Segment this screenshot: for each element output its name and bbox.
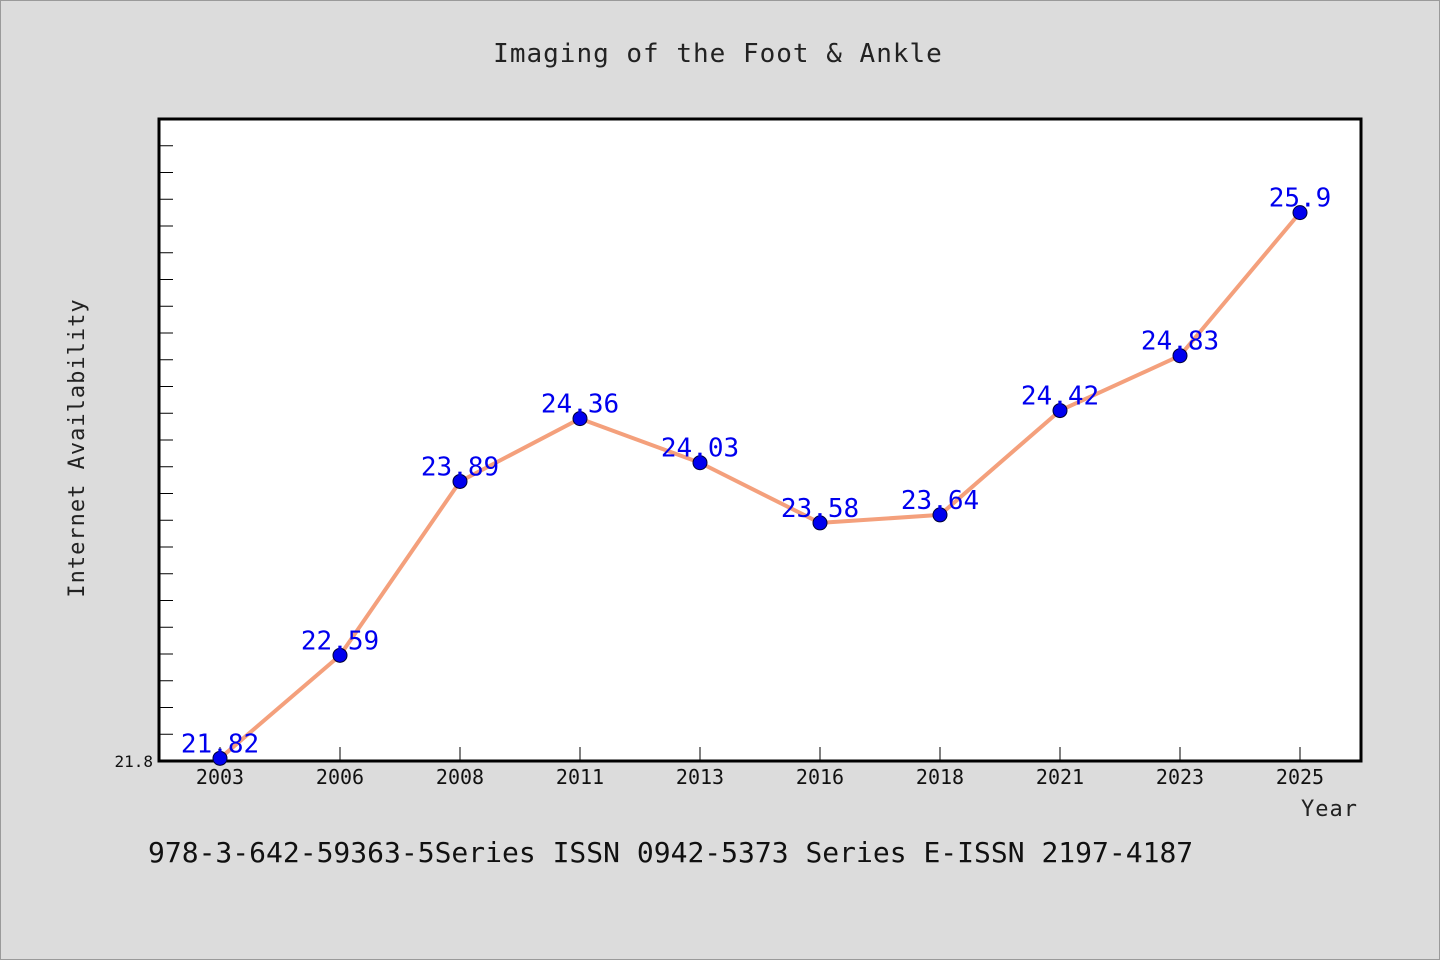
data-point	[452, 473, 468, 489]
plot-area	[157, 117, 1363, 763]
x-axis-ticks: 2003 2006 2008 2011 2013 2016 2018 2021 2023 2025	[196, 747, 1324, 789]
data-point	[692, 455, 708, 471]
y-axis-ticks: 21.8	[114, 118, 173, 771]
data-label: 25.9	[1269, 184, 1332, 214]
data-label: 23.58	[781, 494, 859, 524]
chart-title: Imaging of the Foot & Ankle	[493, 39, 943, 69]
x-axis-label: Year	[1301, 797, 1358, 822]
y-axis-label: Internet Availability	[65, 298, 90, 597]
data-point	[212, 750, 228, 766]
data-label: 23.89	[421, 452, 499, 482]
y-tick-label: 21.8	[114, 752, 153, 771]
data-label: 21.82	[181, 729, 259, 759]
x-tick-label: 2006	[316, 765, 364, 789]
data-point	[812, 515, 828, 531]
footer-isbn-text: 978-3-642-59363-5Series ISSN 0942-5373 S…	[148, 836, 1193, 869]
data-label: 24.42	[1021, 382, 1099, 412]
data-label: 24.03	[661, 434, 739, 464]
data-label: 24.83	[1141, 327, 1219, 357]
data-point	[1292, 205, 1308, 221]
data-labels: 21.82 22.59 23.89 24.36 24.03 23.58 23.64 24.42…	[181, 184, 1331, 760]
data-point	[1052, 403, 1068, 419]
x-tick-label: 2025	[1276, 765, 1324, 789]
data-markers	[212, 205, 1308, 766]
data-point	[932, 507, 948, 523]
x-tick-label: 2018	[916, 765, 964, 789]
x-tick-label: 2016	[796, 765, 844, 789]
x-tick-label: 2011	[556, 765, 604, 789]
data-point	[332, 647, 348, 663]
series-line	[218, 211, 1302, 760]
data-point	[1172, 348, 1188, 364]
x-tick-label: 2023	[1156, 765, 1204, 789]
x-tick-label: 2003	[196, 765, 244, 789]
data-label: 23.64	[901, 486, 979, 516]
data-label: 24.36	[541, 390, 619, 420]
x-tick-label: 2013	[676, 765, 724, 789]
x-tick-label: 2021	[1036, 765, 1084, 789]
x-tick-label: 2008	[436, 765, 484, 789]
data-label: 22.59	[301, 626, 379, 656]
data-point	[572, 411, 588, 427]
